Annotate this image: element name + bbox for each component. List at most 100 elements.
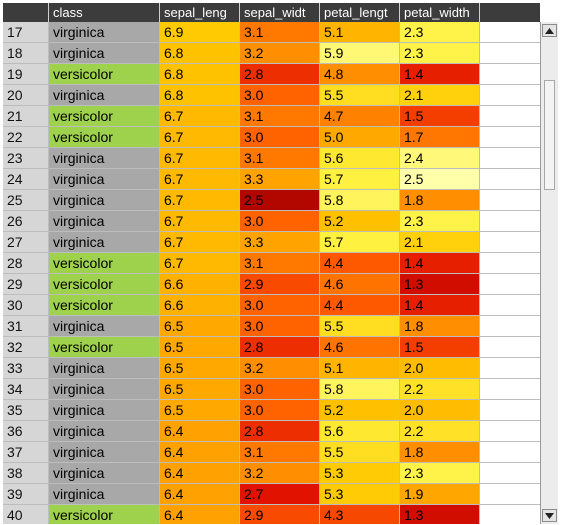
sepal-width-cell[interactable]: 2.7: [240, 484, 320, 505]
vertical-scrollbar[interactable]: [540, 22, 558, 524]
class-cell[interactable]: virginica: [49, 316, 160, 337]
table-row[interactable]: 20 virginica 6.8 3.0 5.5 2.1: [3, 85, 540, 106]
petal-width-cell[interactable]: 2.3: [400, 43, 480, 64]
row-index-cell[interactable]: 35: [3, 400, 49, 421]
petal-width-cell[interactable]: 1.3: [400, 274, 480, 295]
table-row[interactable]: 21 versicolor 6.7 3.1 4.7 1.5: [3, 106, 540, 127]
sepal-length-cell[interactable]: 6.5: [160, 316, 240, 337]
petal-width-cell[interactable]: 2.3: [400, 22, 480, 43]
row-index-cell[interactable]: 34: [3, 379, 49, 400]
sepal-length-cell[interactable]: 6.4: [160, 442, 240, 463]
table-row[interactable]: 30 versicolor 6.6 3.0 4.4 1.4: [3, 295, 540, 316]
class-cell[interactable]: versicolor: [49, 505, 160, 524]
row-index-cell[interactable]: 22: [3, 127, 49, 148]
petal-width-cell[interactable]: 1.9: [400, 484, 480, 505]
sepal-length-cell[interactable]: 6.7: [160, 127, 240, 148]
class-cell[interactable]: versicolor: [49, 106, 160, 127]
petal-length-cell[interactable]: 5.3: [320, 463, 400, 484]
row-index-cell[interactable]: 19: [3, 64, 49, 85]
sepal-width-cell[interactable]: 3.0: [240, 316, 320, 337]
sepal-width-cell[interactable]: 2.9: [240, 274, 320, 295]
row-index-cell[interactable]: 36: [3, 421, 49, 442]
class-cell[interactable]: virginica: [49, 43, 160, 64]
table-row[interactable]: 35 virginica 6.5 3.0 5.2 2.0: [3, 400, 540, 421]
class-cell[interactable]: virginica: [49, 421, 160, 442]
table-row[interactable]: 24 virginica 6.7 3.3 5.7 2.5: [3, 169, 540, 190]
row-index-cell[interactable]: 39: [3, 484, 49, 505]
class-cell[interactable]: virginica: [49, 148, 160, 169]
table-row[interactable]: 17 virginica 6.9 3.1 5.1 2.3: [3, 22, 540, 43]
sepal-length-cell[interactable]: 6.7: [160, 106, 240, 127]
petal-length-cell[interactable]: 5.8: [320, 190, 400, 211]
sepal-width-cell[interactable]: 3.0: [240, 400, 320, 421]
table-row[interactable]: 38 virginica 6.4 3.2 5.3 2.3: [3, 463, 540, 484]
sepal-width-cell[interactable]: 3.1: [240, 253, 320, 274]
column-header-petal-width[interactable]: petal_width: [400, 3, 480, 22]
column-header-petal-length[interactable]: petal_lengt: [320, 3, 400, 22]
petal-width-cell[interactable]: 2.0: [400, 358, 480, 379]
class-cell[interactable]: virginica: [49, 169, 160, 190]
scroll-up-button[interactable]: [542, 24, 557, 37]
row-index-cell[interactable]: 21: [3, 106, 49, 127]
petal-width-cell[interactable]: 2.1: [400, 85, 480, 106]
petal-length-cell[interactable]: 5.7: [320, 232, 400, 253]
petal-length-cell[interactable]: 5.1: [320, 358, 400, 379]
sepal-width-cell[interactable]: 3.3: [240, 169, 320, 190]
class-cell[interactable]: versicolor: [49, 64, 160, 85]
petal-length-cell[interactable]: 5.2: [320, 211, 400, 232]
column-header-sepal-length[interactable]: sepal_leng: [160, 3, 240, 22]
row-index-cell[interactable]: 31: [3, 316, 49, 337]
row-index-cell[interactable]: 37: [3, 442, 49, 463]
petal-width-cell[interactable]: 2.5: [400, 169, 480, 190]
class-cell[interactable]: versicolor: [49, 253, 160, 274]
petal-width-cell[interactable]: 1.8: [400, 316, 480, 337]
petal-width-cell[interactable]: 1.5: [400, 106, 480, 127]
petal-width-cell[interactable]: 1.4: [400, 253, 480, 274]
sepal-length-cell[interactable]: 6.6: [160, 274, 240, 295]
class-cell[interactable]: virginica: [49, 400, 160, 421]
row-index-cell[interactable]: 24: [3, 169, 49, 190]
class-cell[interactable]: virginica: [49, 232, 160, 253]
row-index-cell[interactable]: 20: [3, 85, 49, 106]
sepal-width-cell[interactable]: 2.9: [240, 505, 320, 524]
sepal-length-cell[interactable]: 6.4: [160, 505, 240, 524]
row-index-cell[interactable]: 17: [3, 22, 49, 43]
sepal-width-cell[interactable]: 3.0: [240, 211, 320, 232]
petal-width-cell[interactable]: 2.3: [400, 211, 480, 232]
table-row[interactable]: 25 virginica 6.7 2.5 5.8 1.8: [3, 190, 540, 211]
petal-length-cell[interactable]: 4.6: [320, 337, 400, 358]
row-index-cell[interactable]: 32: [3, 337, 49, 358]
petal-width-cell[interactable]: 1.4: [400, 295, 480, 316]
sepal-length-cell[interactable]: 6.4: [160, 421, 240, 442]
sepal-width-cell[interactable]: 3.0: [240, 127, 320, 148]
petal-length-cell[interactable]: 4.3: [320, 505, 400, 524]
sepal-width-cell[interactable]: 2.8: [240, 64, 320, 85]
sepal-width-cell[interactable]: 3.3: [240, 232, 320, 253]
sepal-length-cell[interactable]: 6.7: [160, 190, 240, 211]
row-index-cell[interactable]: 38: [3, 463, 49, 484]
table-row[interactable]: 37 virginica 6.4 3.1 5.5 1.8: [3, 442, 540, 463]
class-cell[interactable]: virginica: [49, 463, 160, 484]
sepal-width-cell[interactable]: 3.0: [240, 295, 320, 316]
petal-width-cell[interactable]: 1.4: [400, 64, 480, 85]
petal-length-cell[interactable]: 5.3: [320, 484, 400, 505]
table-row[interactable]: 19 versicolor 6.8 2.8 4.8 1.4: [3, 64, 540, 85]
table-row[interactable]: 39 virginica 6.4 2.7 5.3 1.9: [3, 484, 540, 505]
sepal-width-cell[interactable]: 2.5: [240, 190, 320, 211]
petal-width-cell[interactable]: 2.2: [400, 379, 480, 400]
row-index-cell[interactable]: 23: [3, 148, 49, 169]
sepal-width-cell[interactable]: 3.2: [240, 358, 320, 379]
class-cell[interactable]: virginica: [49, 484, 160, 505]
class-cell[interactable]: versicolor: [49, 274, 160, 295]
class-cell[interactable]: versicolor: [49, 337, 160, 358]
sepal-width-cell[interactable]: 3.1: [240, 106, 320, 127]
sepal-length-cell[interactable]: 6.9: [160, 22, 240, 43]
row-index-cell[interactable]: 30: [3, 295, 49, 316]
petal-width-cell[interactable]: 1.8: [400, 190, 480, 211]
scrollbar-thumb[interactable]: [544, 80, 555, 190]
sepal-length-cell[interactable]: 6.7: [160, 148, 240, 169]
petal-length-cell[interactable]: 5.6: [320, 148, 400, 169]
petal-length-cell[interactable]: 5.0: [320, 127, 400, 148]
row-index-cell[interactable]: 25: [3, 190, 49, 211]
petal-length-cell[interactable]: 5.1: [320, 22, 400, 43]
